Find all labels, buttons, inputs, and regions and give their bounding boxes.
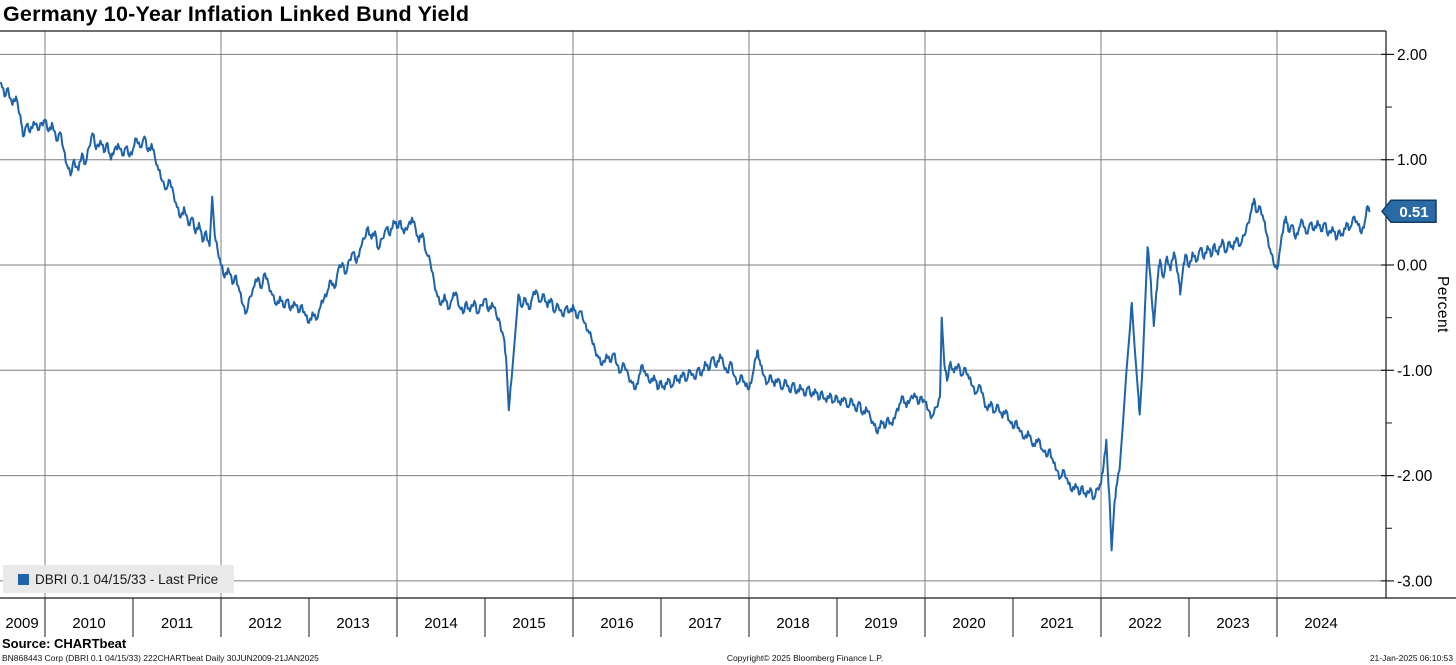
- last-price-badge: [1381, 199, 1437, 224]
- x-tick-label: 2017: [688, 615, 721, 632]
- legend-label: DBRI 0.1 04/15/33 - Last Price: [35, 571, 219, 587]
- last-price-badge-label: 0.51: [1399, 204, 1428, 221]
- y-tick-label: -1.00: [1397, 363, 1433, 380]
- y-tick-label: -3.00: [1397, 573, 1433, 590]
- x-tick-label: 2021: [1040, 615, 1073, 632]
- x-tick-label: 2011: [161, 615, 193, 632]
- x-tick-label: 2015: [512, 615, 545, 632]
- x-tick-label: 2022: [1128, 615, 1161, 632]
- legend-swatch-icon: [18, 573, 29, 585]
- x-tick-label: 2018: [776, 615, 809, 632]
- source-line: Source: CHARTbeat: [2, 636, 127, 651]
- x-tick-label: 2014: [424, 615, 457, 632]
- x-tick-label: 2009: [5, 615, 38, 632]
- x-tick-label: 2010: [72, 615, 105, 632]
- legend-box: DBRI 0.1 04/15/33 - Last Price: [3, 565, 234, 593]
- x-tick-label: 2019: [864, 615, 897, 632]
- copyright-line: Copyright© 2025 Bloomberg Finance L.P.: [726, 653, 884, 663]
- y-tick-label: 2.00: [1397, 47, 1428, 64]
- page-title: Germany 10-Year Inflation Linked Bund Yi…: [3, 2, 470, 26]
- y-tick-label: 1.00: [1397, 152, 1428, 169]
- timestamp-line: 21-Jan-2025 06:10:53: [1369, 653, 1453, 663]
- y-tick-label: -2.00: [1397, 468, 1433, 485]
- y-axis-title: Percent: [1434, 276, 1451, 333]
- x-tick-label: 2013: [336, 615, 369, 632]
- price-line-series: [0, 81, 1371, 552]
- x-tick-label: 2016: [600, 615, 633, 632]
- x-tick-label: 2023: [1216, 615, 1249, 632]
- x-tick-label: 2020: [952, 615, 985, 632]
- y-tick-label: 0.00: [1397, 258, 1428, 275]
- x-tick-label: 2024: [1304, 615, 1337, 632]
- security-meta-line: BN868443 Corp (DBRI 0.1 04/15/33) 222CHA…: [2, 653, 319, 663]
- x-tick-label: 2012: [248, 615, 281, 632]
